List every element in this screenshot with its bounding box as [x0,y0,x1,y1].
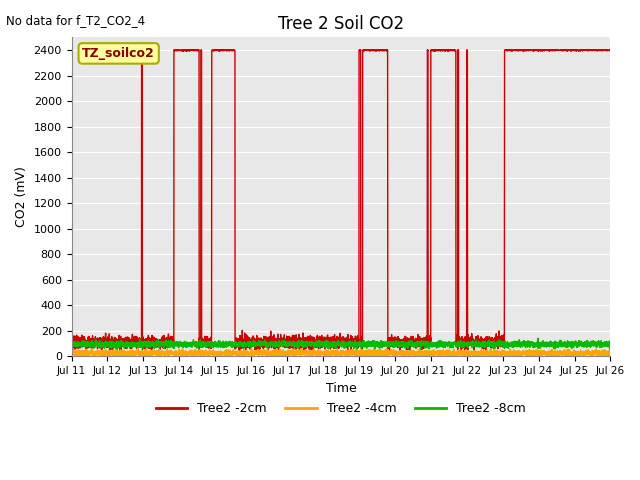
Text: TZ_soilco2: TZ_soilco2 [83,47,155,60]
X-axis label: Time: Time [326,382,356,395]
Text: No data for f_T2_CO2_4: No data for f_T2_CO2_4 [6,14,145,27]
Legend: Tree2 -2cm, Tree2 -4cm, Tree2 -8cm: Tree2 -2cm, Tree2 -4cm, Tree2 -8cm [151,397,531,420]
Title: Tree 2 Soil CO2: Tree 2 Soil CO2 [278,15,404,33]
Y-axis label: CO2 (mV): CO2 (mV) [15,167,28,227]
